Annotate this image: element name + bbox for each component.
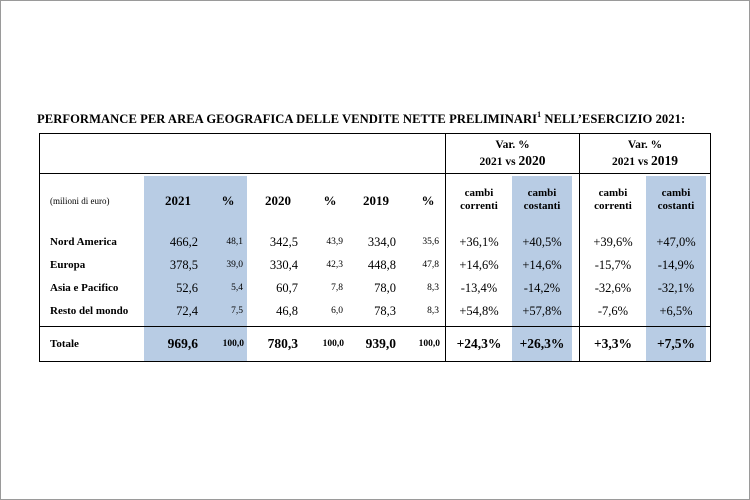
col-pct-2019: % bbox=[421, 193, 435, 208]
cell-p2019: 35,6 bbox=[422, 237, 439, 247]
cell-c1: +14,6% bbox=[459, 258, 499, 272]
ck2-line1: cambi bbox=[661, 187, 691, 199]
col-2019: 2019 bbox=[363, 193, 389, 208]
cc2-line1: cambi bbox=[598, 187, 628, 199]
title-text: PERFORMANCE PER AREA GEOGRAFICA DELLE VE… bbox=[37, 112, 538, 126]
cell-p2021: 39,0 bbox=[226, 260, 243, 270]
cell-k2: +6,5% bbox=[659, 304, 693, 318]
col-pct-2020: % bbox=[323, 193, 337, 208]
cell-k1: +57,8% bbox=[522, 304, 562, 318]
row-area: Resto del mondo bbox=[50, 305, 129, 317]
divider-vertical-2 bbox=[579, 134, 580, 361]
row-area: Asia e Pacifico bbox=[50, 282, 119, 294]
cell-v2020: 60,7 bbox=[276, 281, 298, 295]
cell-v2019: 334,0 bbox=[367, 235, 396, 249]
cc1-line2: correnti bbox=[460, 200, 498, 212]
cell-p2020: 6,0 bbox=[331, 306, 343, 316]
cell-p2019: 47,8 bbox=[422, 260, 439, 270]
cell-c1: +36,1% bbox=[459, 235, 499, 249]
cell-c2: -15,7% bbox=[594, 258, 632, 272]
divider-header bbox=[40, 173, 710, 174]
var-2020-line1: Var. % bbox=[495, 139, 530, 151]
total-k2: +7,5% bbox=[656, 336, 696, 351]
cell-k2: -14,9% bbox=[657, 258, 695, 272]
col-2021: 2021 bbox=[165, 193, 191, 208]
col-pct-2021: % bbox=[221, 193, 235, 208]
cc2-line2: correnti bbox=[594, 200, 632, 212]
cell-p2021: 48,1 bbox=[226, 237, 243, 247]
cell-v2019: 78,3 bbox=[374, 304, 396, 318]
cell-v2020: 342,5 bbox=[269, 235, 298, 249]
col-cambi-correnti-2020: cambi correnti bbox=[446, 187, 512, 213]
cell-k2: +47,0% bbox=[656, 235, 696, 249]
cell-p2019: 8,3 bbox=[427, 283, 439, 293]
total-c2: +3,3% bbox=[593, 336, 633, 351]
cell-v2020: 46,8 bbox=[276, 304, 298, 318]
cell-p2021: 5,4 bbox=[231, 283, 243, 293]
cell-c2: -7,6% bbox=[597, 304, 629, 318]
total-label: Totale bbox=[50, 338, 79, 350]
var-2019-line1: Var. % bbox=[627, 139, 663, 151]
shade-2021 bbox=[144, 176, 247, 361]
cc1-line1: cambi bbox=[464, 187, 494, 199]
var-2020-line2-year: 2020 bbox=[518, 153, 546, 168]
divider-vertical-1 bbox=[445, 134, 446, 361]
title-suffix: NELL’ESERCIZIO 2021: bbox=[541, 112, 686, 126]
cell-v2021: 466,2 bbox=[169, 235, 198, 249]
cell-p2020: 42,3 bbox=[326, 260, 343, 270]
cell-p2020: 43,9 bbox=[326, 237, 343, 247]
sales-table: Var. % 2021 vs 2020 Var. % 2021 vs 2019 … bbox=[39, 133, 711, 362]
unit-label: (milioni di euro) bbox=[50, 196, 110, 206]
cell-k2: -32,1% bbox=[657, 281, 695, 295]
var-2020-line2-prefix: 2021 vs bbox=[479, 156, 519, 168]
total-p2019: 100,0 bbox=[418, 339, 440, 349]
cell-v2021: 72,4 bbox=[176, 304, 198, 318]
cell-c1: +54,8% bbox=[459, 304, 499, 318]
row-area: Europa bbox=[50, 259, 86, 271]
total-v2021: 969,6 bbox=[167, 336, 198, 351]
var-2020-line2: 2021 vs 2020 bbox=[446, 153, 579, 170]
var-2019-line2: 2021 vs 2019 bbox=[580, 153, 710, 170]
col-cambi-costanti-2020: cambi costanti bbox=[512, 187, 572, 213]
cell-p2020: 7,8 bbox=[331, 283, 343, 293]
col-cambi-costanti-2019: cambi costanti bbox=[646, 187, 706, 213]
total-v2019: 939,0 bbox=[365, 336, 396, 351]
cell-v2020: 330,4 bbox=[269, 258, 298, 272]
cell-k1: +14,6% bbox=[522, 258, 562, 272]
cell-k1: +40,5% bbox=[522, 235, 562, 249]
cell-v2021: 52,6 bbox=[176, 281, 198, 295]
cell-v2019: 78,0 bbox=[374, 281, 396, 295]
col-cambi-correnti-2019: cambi correnti bbox=[580, 187, 646, 213]
cell-k1: -14,2% bbox=[523, 281, 561, 295]
row-area: Nord America bbox=[50, 236, 117, 248]
cell-p2021: 7,5 bbox=[231, 306, 243, 316]
var-2020-header: Var. % 2021 vs 2020 bbox=[446, 138, 579, 170]
var-2019-line2-prefix: 2021 vs bbox=[612, 156, 651, 168]
cell-c2: -32,6% bbox=[594, 281, 632, 295]
total-p2021: 100,0 bbox=[222, 339, 244, 349]
cell-c1: -13,4% bbox=[460, 281, 498, 295]
var-2019-header: Var. % 2021 vs 2019 bbox=[580, 138, 710, 170]
title-footnote-mark: 1 bbox=[537, 110, 542, 119]
col-2020: 2020 bbox=[265, 193, 291, 208]
ck1-line2: costanti bbox=[523, 200, 561, 212]
total-c1: +24,3% bbox=[456, 336, 502, 351]
divider-total bbox=[40, 326, 710, 327]
cell-c2: +39,6% bbox=[593, 235, 633, 249]
shade-costanti-2020 bbox=[512, 176, 572, 361]
total-p2020: 100,0 bbox=[322, 339, 344, 349]
cell-p2019: 8,3 bbox=[427, 306, 439, 316]
cell-v2019: 448,8 bbox=[367, 258, 396, 272]
total-k1: +26,3% bbox=[519, 336, 565, 351]
total-v2020: 780,3 bbox=[267, 336, 298, 351]
ck2-line2: costanti bbox=[657, 200, 695, 212]
ck1-line1: cambi bbox=[527, 187, 557, 199]
shade-costanti-2019 bbox=[646, 176, 706, 361]
var-2019-line2-year: 2019 bbox=[650, 153, 678, 168]
cell-v2021: 378,5 bbox=[169, 258, 198, 272]
table-title: PERFORMANCE PER AREA GEOGRAFICA DELLE VE… bbox=[37, 110, 727, 127]
